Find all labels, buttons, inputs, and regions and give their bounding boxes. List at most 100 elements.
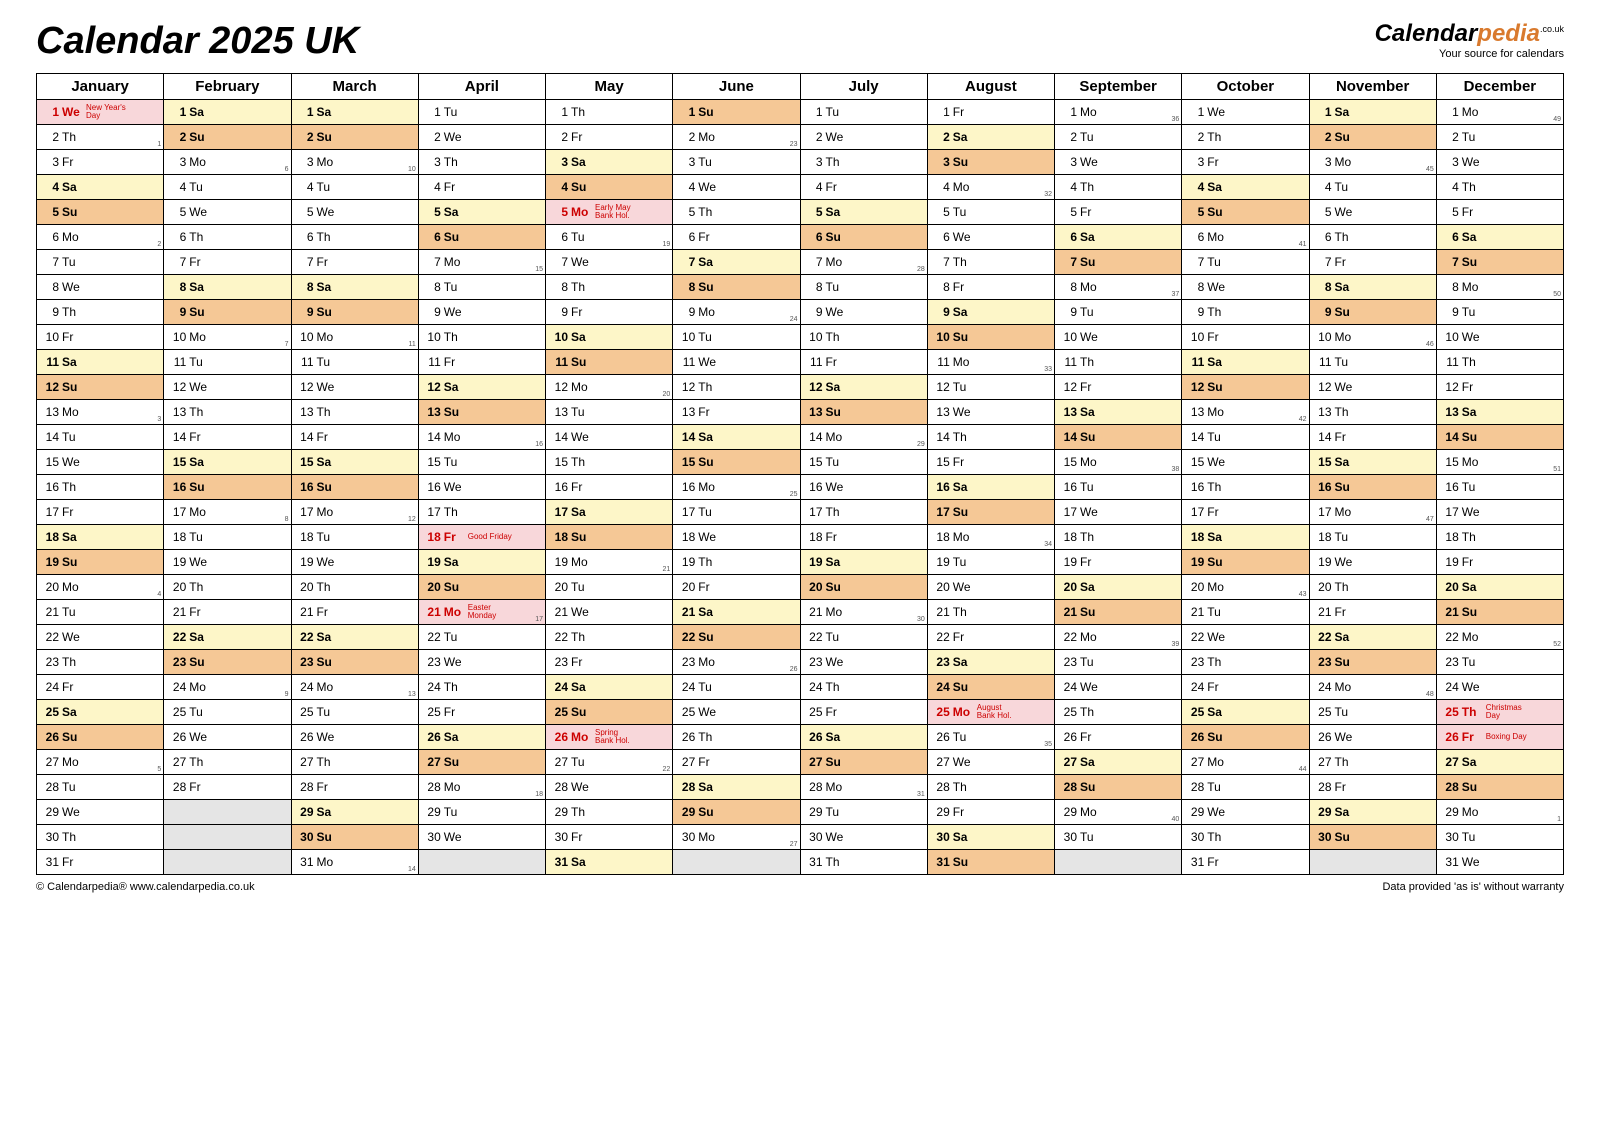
day-cell: 30Th [1182, 825, 1309, 850]
day-cell: 2Su [291, 125, 418, 150]
day-cell: 6Th [291, 225, 418, 250]
day-number: 19 [550, 555, 568, 569]
day-cell: 11Mo33 [927, 350, 1054, 375]
day-number: 27 [168, 755, 186, 769]
day-abbr: Mo [698, 305, 720, 319]
day-number: 21 [1441, 605, 1459, 619]
day-number: 12 [423, 380, 441, 394]
day-number: 20 [550, 580, 568, 594]
day-abbr: Su [1335, 130, 1357, 144]
day-abbr: Mo [62, 580, 84, 594]
week-number: 34 [1044, 541, 1052, 548]
day-number: 18 [1059, 530, 1077, 544]
day-cell: 8We [1182, 275, 1309, 300]
day-number: 13 [41, 405, 59, 419]
day-cell: 12Sa [418, 375, 545, 400]
day-abbr: Sa [953, 305, 975, 319]
day-abbr: Su [953, 330, 975, 344]
day-cell: 15Mo51 [1436, 450, 1563, 475]
day-abbr: We [571, 255, 593, 269]
day-number: 24 [677, 680, 695, 694]
day-number: 5 [932, 205, 950, 219]
day-abbr: Th [1335, 580, 1357, 594]
day-abbr: We [1207, 630, 1229, 644]
day-cell: 26We [291, 725, 418, 750]
day-abbr: Mo [571, 205, 593, 219]
day-cell: 8Fr [927, 275, 1054, 300]
day-abbr: Fr [953, 455, 975, 469]
day-cell [164, 825, 291, 850]
week-number: 51 [1553, 466, 1561, 473]
day-abbr: Tu [1080, 480, 1102, 494]
day-abbr: We [1207, 280, 1229, 294]
day-number: 23 [41, 655, 59, 669]
day-number: 15 [168, 455, 186, 469]
day-number: 7 [1441, 255, 1459, 269]
day-number: 17 [677, 505, 695, 519]
day-number: 13 [296, 405, 314, 419]
day-number: 22 [550, 630, 568, 644]
day-cell: 29Mo40 [1055, 800, 1182, 825]
day-number: 9 [296, 305, 314, 319]
day-number: 10 [805, 330, 823, 344]
day-number: 9 [1314, 305, 1332, 319]
day-abbr: Su [1462, 780, 1484, 794]
week-number: 2 [157, 241, 161, 248]
day-number: 26 [296, 730, 314, 744]
day-abbr: Mo [1462, 280, 1484, 294]
day-abbr: We [317, 380, 339, 394]
day-number: 17 [168, 505, 186, 519]
week-number: 45 [1426, 166, 1434, 173]
day-cell: 13Sa [1436, 400, 1563, 425]
day-cell: 15Fr [927, 450, 1054, 475]
week-number: 26 [790, 666, 798, 673]
day-cell: 18Tu [164, 525, 291, 550]
day-number: 11 [677, 355, 695, 369]
day-cell: 19Fr [1055, 550, 1182, 575]
day-cell: 24We [1055, 675, 1182, 700]
day-cell: 9We [418, 300, 545, 325]
day-number: 21 [932, 605, 950, 619]
day-number: 16 [932, 480, 950, 494]
day-cell: 14We [546, 425, 673, 450]
day-number: 29 [41, 805, 59, 819]
day-number: 15 [932, 455, 950, 469]
day-abbr: Tu [1462, 480, 1484, 494]
day-number: 18 [932, 530, 950, 544]
day-cell: 19Sa [800, 550, 927, 575]
day-abbr: Mo [698, 480, 720, 494]
day-cell: 30We [800, 825, 927, 850]
day-cell: 23Tu [1436, 650, 1563, 675]
day-number: 8 [296, 280, 314, 294]
day-number: 2 [423, 130, 441, 144]
day-abbr: Tu [953, 205, 975, 219]
day-cell: 3Fr [37, 150, 164, 175]
day-cell: 9Su [1309, 300, 1436, 325]
day-cell: 22Tu [800, 625, 927, 650]
day-abbr: Th [698, 380, 720, 394]
day-number: 6 [1186, 230, 1204, 244]
day-number: 3 [296, 155, 314, 169]
day-abbr: Tu [1335, 355, 1357, 369]
day-number: 10 [932, 330, 950, 344]
month-header: March [291, 74, 418, 100]
day-number: 17 [1186, 505, 1204, 519]
day-abbr: Th [1080, 180, 1102, 194]
day-abbr: Sa [62, 180, 84, 194]
day-cell: 28Sa [673, 775, 800, 800]
logo-part1: Calendar [1375, 20, 1478, 47]
day-abbr: Tu [62, 780, 84, 794]
day-number: 4 [1059, 180, 1077, 194]
day-cell: 29Fr [927, 800, 1054, 825]
day-abbr: Tu [1080, 305, 1102, 319]
day-abbr: Tu [1080, 130, 1102, 144]
day-number: 14 [296, 430, 314, 444]
day-number: 21 [1314, 605, 1332, 619]
day-cell: 30Tu [1436, 825, 1563, 850]
day-abbr: We [1207, 805, 1229, 819]
day-cell: 3Tu [673, 150, 800, 175]
day-abbr: Th [1335, 755, 1357, 769]
day-number: 29 [1314, 805, 1332, 819]
day-number: 16 [1186, 480, 1204, 494]
day-abbr: We [1335, 205, 1357, 219]
